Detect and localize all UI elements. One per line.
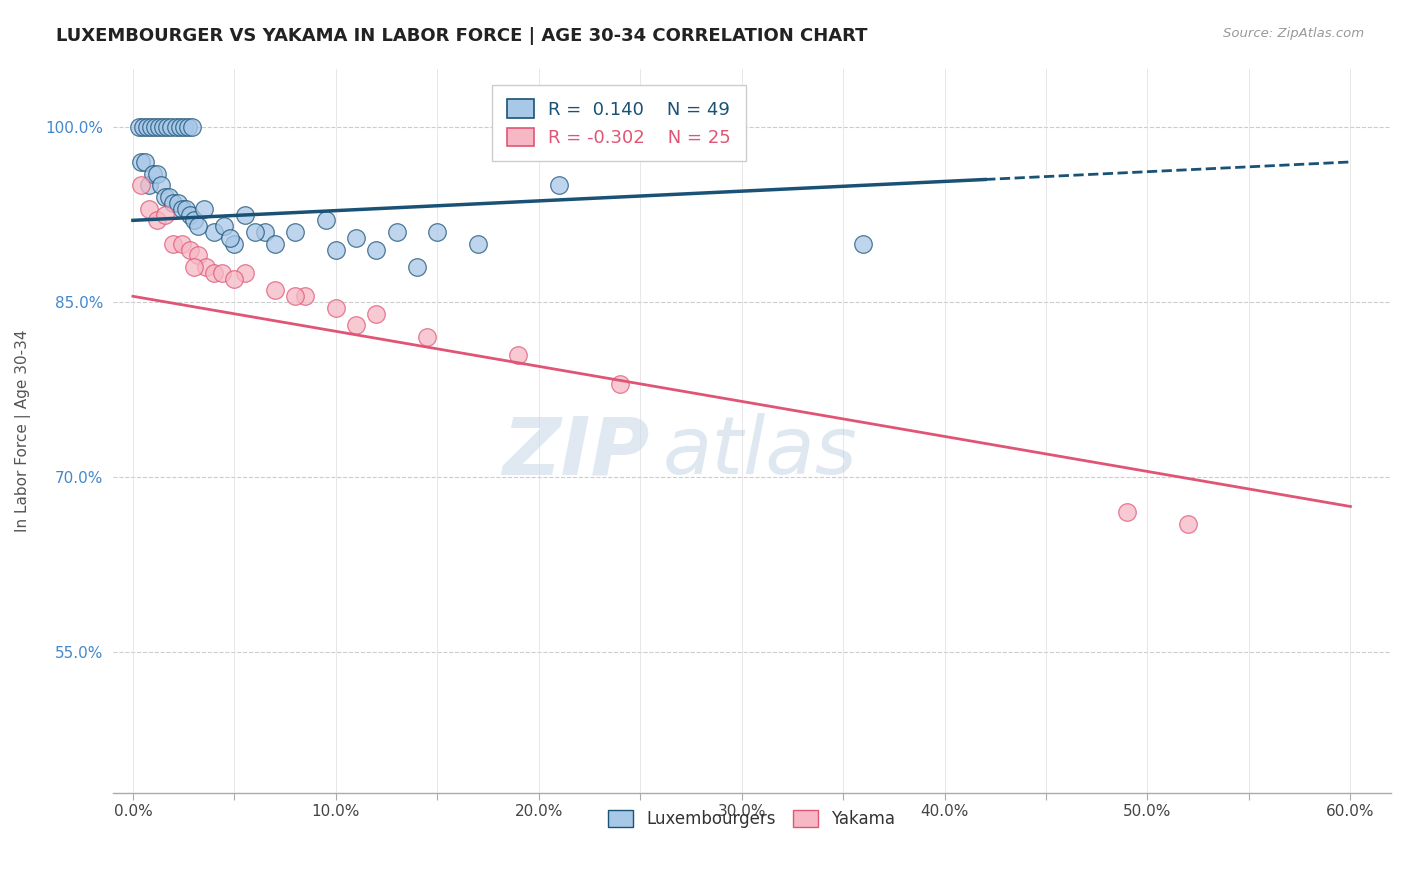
Point: [152, 120, 174, 134]
Point: [162, 195, 184, 210]
Point: [155, 190, 177, 204]
Point: [294, 289, 316, 303]
Point: [194, 260, 217, 274]
Point: [548, 178, 571, 193]
Point: [160, 120, 183, 134]
Point: [852, 236, 875, 251]
Point: [212, 219, 235, 234]
Point: [136, 120, 159, 134]
Point: [219, 231, 242, 245]
Point: [143, 120, 166, 134]
Point: [179, 207, 201, 221]
Point: [264, 236, 287, 251]
Point: [344, 318, 367, 333]
Point: [264, 284, 287, 298]
Point: [146, 213, 169, 227]
Point: [1177, 516, 1199, 531]
Point: [150, 178, 173, 193]
Point: [129, 155, 152, 169]
Point: [315, 213, 337, 227]
Point: [325, 301, 347, 315]
Point: [224, 236, 246, 251]
Point: [1116, 505, 1139, 519]
Point: [138, 202, 160, 216]
Point: [385, 225, 408, 239]
Point: [142, 167, 165, 181]
Text: LUXEMBOURGER VS YAKAMA IN LABOR FORCE | AGE 30-34 CORRELATION CHART: LUXEMBOURGER VS YAKAMA IN LABOR FORCE | …: [56, 27, 868, 45]
Point: [174, 202, 197, 216]
Point: [169, 120, 191, 134]
Point: [176, 120, 198, 134]
Point: [132, 120, 155, 134]
Point: [224, 272, 246, 286]
Point: [128, 120, 150, 134]
Y-axis label: In Labor Force | Age 30-34: In Labor Force | Age 30-34: [15, 329, 31, 532]
Point: [325, 243, 347, 257]
Point: [467, 236, 489, 251]
Point: [166, 195, 188, 210]
Point: [416, 330, 439, 344]
Point: [284, 289, 307, 303]
Point: [366, 307, 388, 321]
Point: [141, 120, 163, 134]
Point: [129, 178, 152, 193]
Point: [344, 231, 367, 245]
Text: Source: ZipAtlas.com: Source: ZipAtlas.com: [1223, 27, 1364, 40]
Point: [183, 213, 205, 227]
Point: [183, 260, 205, 274]
Point: [233, 207, 256, 221]
Text: ZIP: ZIP: [502, 413, 650, 491]
Point: [155, 207, 177, 221]
Point: [508, 348, 530, 362]
Point: [211, 266, 233, 280]
Point: [406, 260, 429, 274]
Point: [426, 225, 449, 239]
Point: [138, 178, 160, 193]
Point: [366, 243, 388, 257]
Legend: Luxembourgers, Yakama: Luxembourgers, Yakama: [602, 804, 901, 835]
Point: [187, 219, 209, 234]
Point: [253, 225, 276, 239]
Point: [134, 155, 156, 169]
Point: [193, 202, 215, 216]
Point: [162, 236, 184, 251]
Point: [156, 120, 179, 134]
Point: [159, 190, 181, 204]
Point: [173, 120, 195, 134]
Point: [170, 202, 193, 216]
Point: [609, 376, 631, 391]
Point: [170, 236, 193, 251]
Point: [243, 225, 266, 239]
Point: [284, 225, 307, 239]
Point: [179, 243, 201, 257]
Point: [233, 266, 256, 280]
Point: [146, 167, 169, 181]
Point: [180, 120, 202, 134]
Point: [202, 225, 225, 239]
Point: [165, 120, 187, 134]
Point: [148, 120, 170, 134]
Text: atlas: atlas: [662, 413, 858, 491]
Point: [202, 266, 225, 280]
Point: [187, 248, 209, 262]
